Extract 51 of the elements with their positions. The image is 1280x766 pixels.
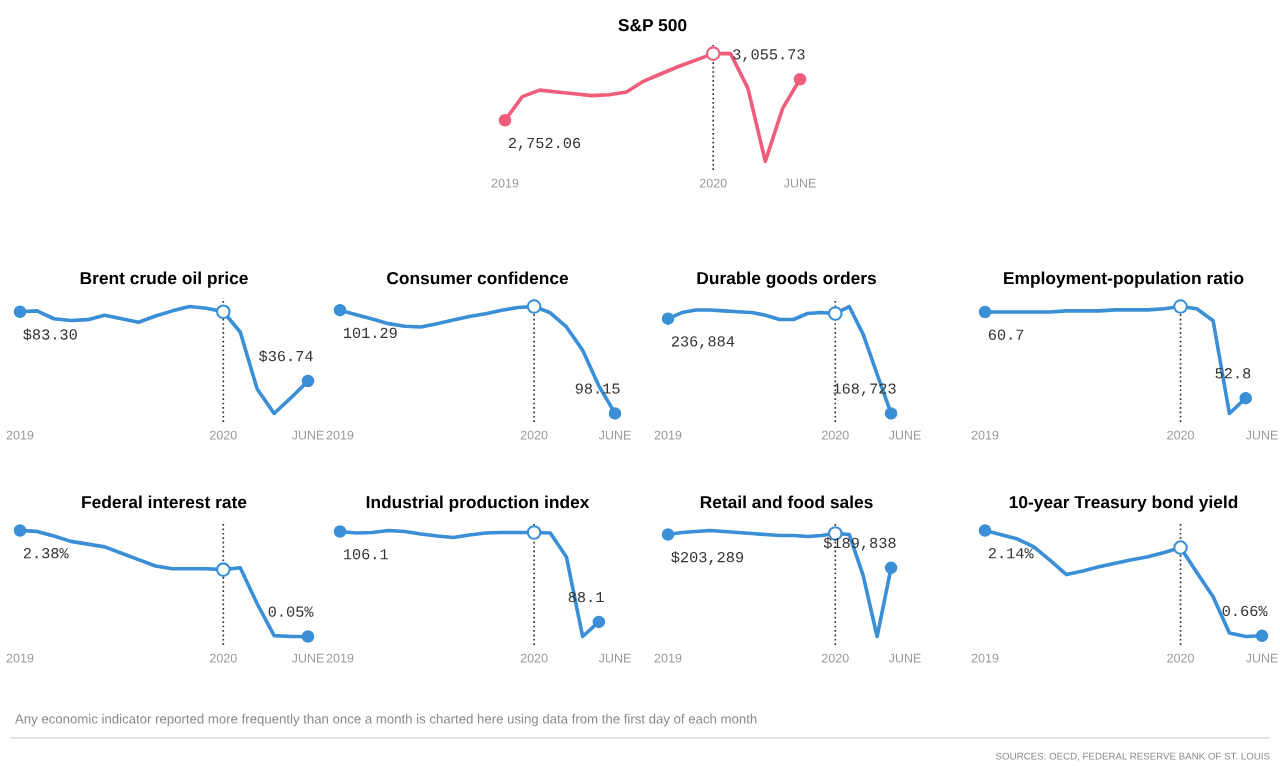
- x-tick-label: 2019: [971, 430, 999, 440]
- chart-title: Employment-population ratio: [1004, 271, 1244, 288]
- data-label: 2.38%: [23, 548, 69, 559]
- x-tick-label: JUNE: [291, 430, 324, 440]
- x-tick-label: 2020: [1167, 430, 1194, 440]
- chart-title: Brent crude oil price: [80, 271, 248, 288]
- x-tick-label: JUNE: [888, 653, 921, 663]
- x-tick-label: 2020: [822, 653, 849, 663]
- data-label: 0.66%: [1222, 605, 1268, 617]
- x-tick-label: 2019: [326, 653, 354, 663]
- x-tick-label: JUNE: [1245, 653, 1278, 663]
- data-label: 101.29: [343, 327, 397, 339]
- chart-title: Consumer confidence: [387, 271, 569, 285]
- chart-title: S&P 500: [618, 18, 687, 32]
- chart-title: Federal interest rate: [82, 495, 247, 509]
- data-label: $83.30: [23, 328, 77, 341]
- chart-title: Retail and food sales: [700, 495, 873, 509]
- chart-title: Industrial production index: [366, 495, 590, 512]
- data-label: 60.7: [988, 329, 1024, 340]
- x-tick-label: JUNE: [291, 653, 324, 663]
- source-note: SOURCES: OECD, FEDERAL RESERVE BANK OF ST. LOUIS: [995, 752, 1270, 761]
- x-tick-label: 2019: [654, 653, 682, 663]
- data-label: 0.05%: [268, 606, 314, 617]
- x-tick-label: JUNE: [783, 178, 816, 188]
- x-tick-label: 2019: [6, 430, 34, 440]
- text: Any economic indicator reported more frequently than once a month is charted here using data from the first day of each month: [15, 713, 757, 727]
- data-label: 236,884: [671, 336, 735, 350]
- x-tick-label: JUNE: [598, 430, 631, 440]
- x-tick-label: 2019: [971, 653, 999, 663]
- chart-title: 10-year Treasury bond yield: [1009, 495, 1238, 512]
- data-label: $203,289: [671, 551, 744, 565]
- x-tick-label: 2019: [654, 430, 682, 440]
- x-tick-label: JUNE: [1245, 430, 1278, 440]
- x-tick-label: JUNE: [598, 653, 631, 663]
- data-label: 2,752.06: [508, 137, 581, 151]
- x-tick-label: 2020: [1167, 653, 1194, 663]
- x-tick-label: 2020: [520, 653, 548, 663]
- data-label: 3,055.73: [733, 49, 805, 63]
- x-tick-label: 2020: [699, 178, 727, 188]
- x-tick-label: 2019: [491, 178, 519, 188]
- data-label: 106.1: [343, 549, 388, 560]
- x-tick-label: JUNE: [888, 430, 921, 440]
- x-tick-label: 2019: [6, 653, 34, 663]
- data-label: 2.14%: [988, 548, 1034, 559]
- chart-title: Durable goods orders: [697, 271, 876, 288]
- data-label: $36.74: [259, 350, 313, 363]
- x-tick-label: 2019: [326, 430, 354, 440]
- x-tick-label: 2020: [822, 430, 849, 440]
- x-tick-label: 2020: [520, 430, 548, 440]
- x-tick-label: 2020: [210, 430, 237, 440]
- x-tick-label: 2020: [210, 653, 237, 663]
